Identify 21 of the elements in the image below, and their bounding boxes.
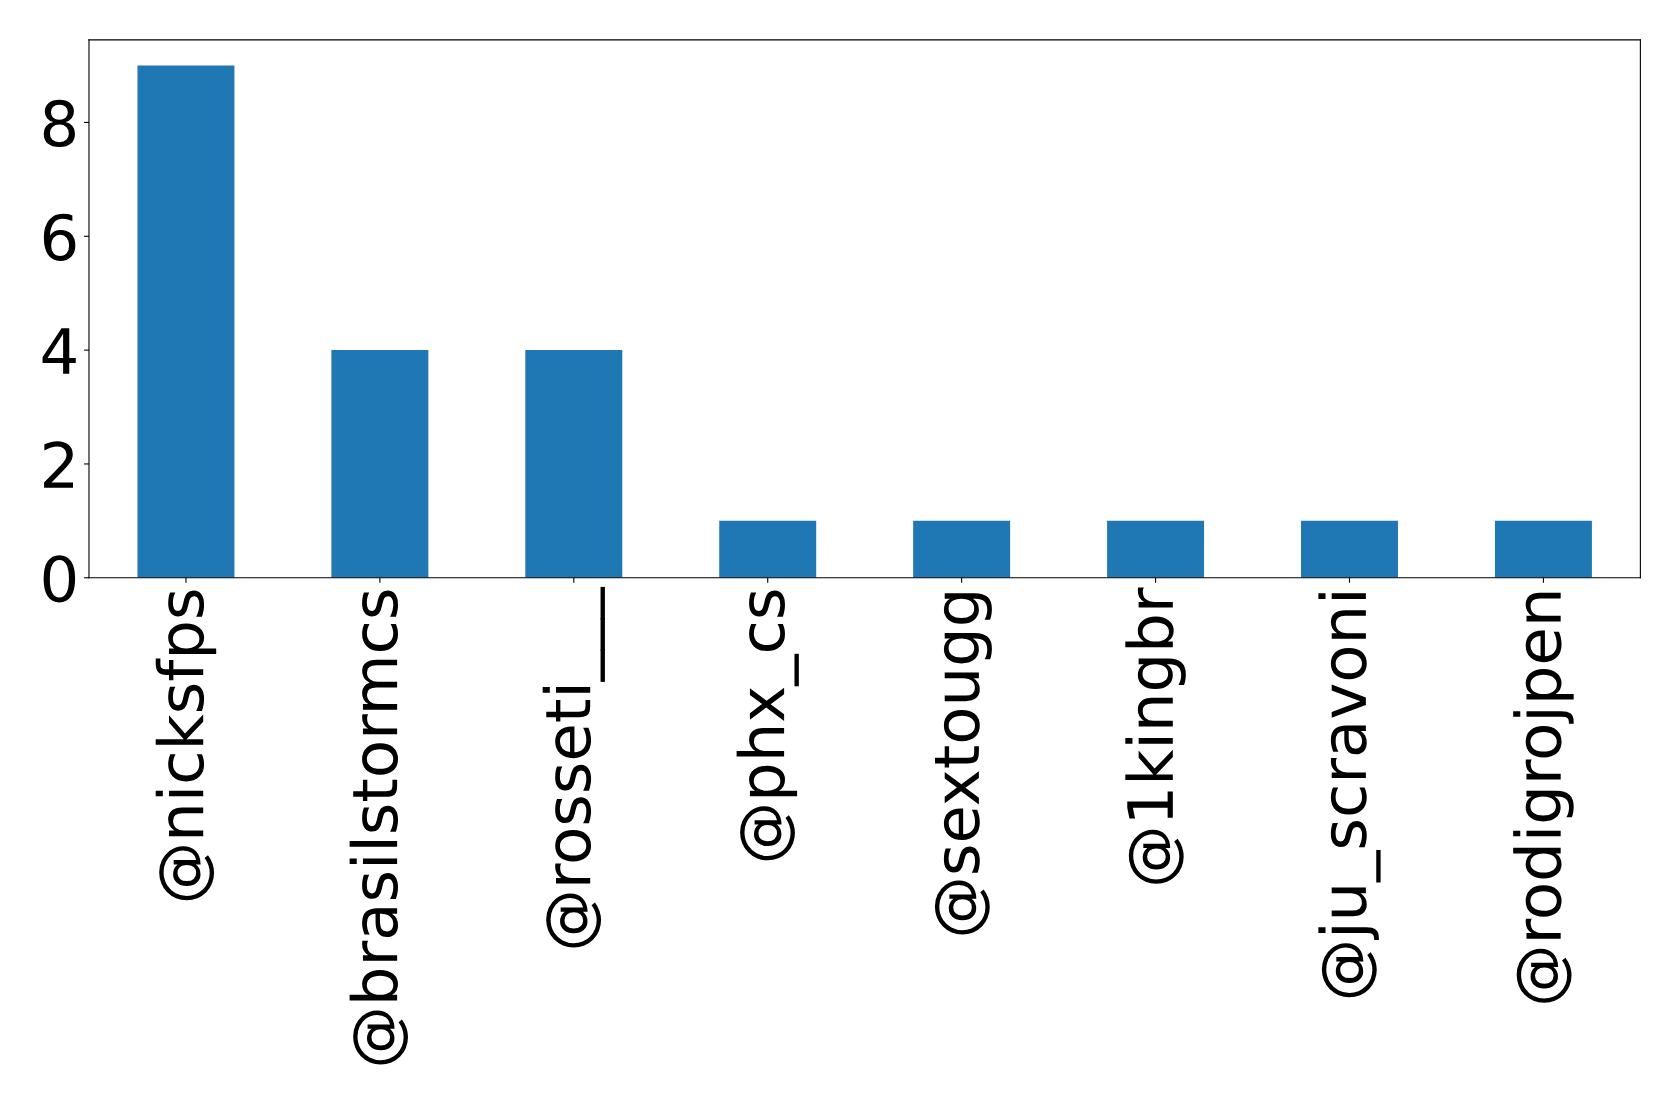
x-tick-label: @rosseti___	[542, 586, 605, 948]
bar	[525, 350, 623, 578]
x-tick-label: @nicksfps	[155, 590, 217, 901]
x-tick-label: @phx_cs	[736, 590, 799, 861]
bar	[1494, 520, 1592, 578]
x-tick-label: @rodigrojpen	[1513, 592, 1574, 1003]
bar	[913, 520, 1011, 578]
bar	[1107, 520, 1205, 578]
x-tick-label: @brasilstormcs	[349, 590, 408, 1065]
y-tick-label: 0	[43, 555, 76, 603]
x-tick-label: @sextougg	[934, 593, 992, 935]
bar	[1301, 520, 1398, 578]
y-tick-label: 6	[43, 213, 76, 261]
bar	[719, 520, 817, 578]
y-tick-label: 4	[42, 328, 76, 374]
bar	[137, 65, 235, 578]
y-tick-label: 8	[43, 99, 75, 148]
bar	[331, 350, 429, 578]
x-tick-label: @ju_scravoni	[1318, 593, 1381, 998]
x-tick-label: @1kingbr	[1125, 587, 1186, 884]
y-tick-label: 2	[44, 441, 74, 488]
